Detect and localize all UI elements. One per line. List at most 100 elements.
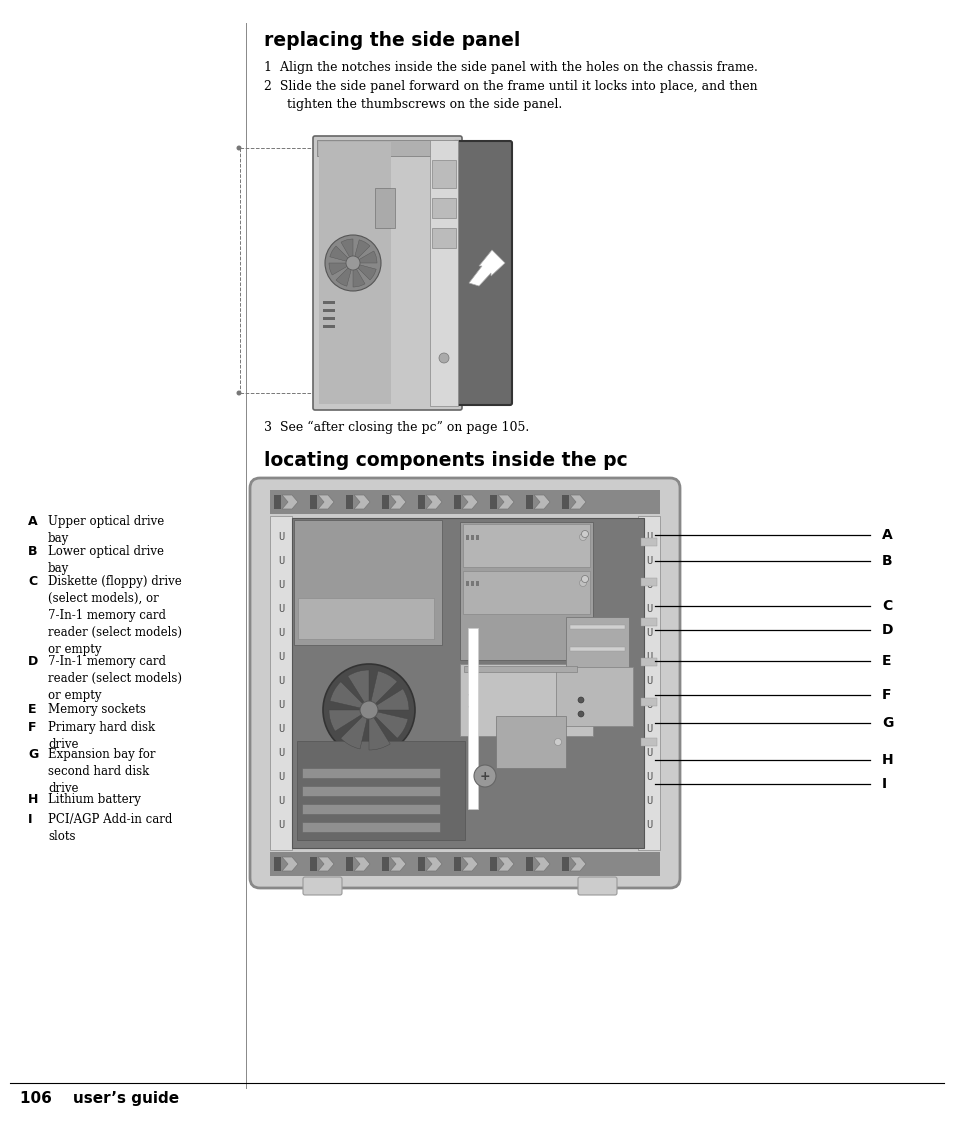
Wedge shape	[340, 710, 369, 749]
Bar	[525, 495, 533, 509]
Text: U: U	[645, 772, 652, 782]
Bar	[476, 581, 478, 586]
Text: U: U	[277, 772, 284, 782]
Text: 7-In-1 memory card
reader (select models)
or empty: 7-In-1 memory card reader (select models…	[48, 655, 182, 702]
Text: U: U	[645, 748, 652, 758]
Polygon shape	[461, 857, 477, 871]
Circle shape	[236, 391, 241, 395]
Bar	[565, 617, 628, 716]
Bar	[297, 599, 434, 639]
Wedge shape	[330, 246, 353, 263]
Text: U: U	[645, 604, 652, 614]
Text: +: +	[479, 769, 490, 783]
Text: v: v	[468, 692, 474, 702]
Text: Primary hard disk
drive: Primary hard disk drive	[48, 721, 155, 751]
Text: tighten the thumbscrews on the side panel.: tighten the thumbscrews on the side pane…	[274, 98, 561, 111]
Text: 2  Slide the side panel forward on the frame until it locks into place, and then: 2 Slide the side panel forward on the fr…	[264, 80, 757, 93]
Bar	[638, 515, 659, 850]
Polygon shape	[317, 495, 334, 509]
Text: U: U	[645, 628, 652, 638]
FancyBboxPatch shape	[313, 136, 461, 410]
Text: U: U	[645, 700, 652, 710]
Bar	[569, 626, 624, 629]
Text: U: U	[277, 820, 284, 830]
Bar	[302, 822, 439, 832]
Bar	[270, 490, 659, 514]
Bar	[432, 228, 456, 248]
Circle shape	[581, 575, 588, 583]
Bar	[496, 716, 565, 768]
Bar	[270, 515, 292, 850]
Bar	[274, 495, 281, 509]
Circle shape	[554, 739, 561, 746]
Polygon shape	[534, 495, 550, 509]
Bar	[316, 140, 457, 156]
Text: U: U	[645, 724, 652, 734]
Bar	[462, 570, 589, 614]
Wedge shape	[348, 670, 369, 710]
Text: E: E	[28, 703, 36, 716]
Wedge shape	[369, 672, 396, 710]
Text: 3  See “after closing the pc” on page 105.: 3 See “after closing the pc” on page 105…	[264, 421, 529, 435]
Polygon shape	[497, 857, 514, 871]
Circle shape	[474, 765, 496, 787]
Text: U: U	[277, 796, 284, 806]
Text: U: U	[277, 604, 284, 614]
Bar	[381, 857, 389, 871]
Bar	[323, 309, 335, 312]
Text: U: U	[277, 724, 284, 734]
Bar	[270, 852, 659, 876]
Text: A: A	[28, 515, 37, 528]
Polygon shape	[497, 495, 514, 509]
Wedge shape	[353, 263, 365, 287]
Text: U: U	[277, 652, 284, 661]
Text: Lithium battery: Lithium battery	[48, 793, 141, 806]
Bar	[462, 524, 589, 567]
Text: U: U	[645, 532, 652, 542]
Circle shape	[578, 533, 586, 540]
Bar	[459, 664, 593, 736]
Text: U: U	[277, 700, 284, 710]
Text: I: I	[882, 777, 886, 791]
Bar	[296, 741, 464, 840]
Text: U: U	[277, 676, 284, 686]
Polygon shape	[534, 857, 550, 871]
Wedge shape	[369, 710, 390, 750]
Bar	[465, 535, 469, 540]
Text: C: C	[28, 575, 37, 588]
Circle shape	[578, 579, 586, 586]
Bar	[417, 857, 424, 871]
Text: C: C	[882, 599, 891, 613]
Bar	[310, 857, 316, 871]
Circle shape	[438, 353, 449, 363]
FancyBboxPatch shape	[303, 877, 341, 895]
Wedge shape	[329, 263, 353, 275]
Text: U: U	[645, 676, 652, 686]
Bar	[463, 666, 577, 672]
Text: Diskette (floppy) drive
(select models), or
7-In-1 memory card
reader (select mo: Diskette (floppy) drive (select models),…	[48, 575, 182, 656]
Polygon shape	[426, 495, 441, 509]
Bar	[454, 857, 460, 871]
Bar	[323, 301, 335, 304]
Text: Upper optical drive
bay: Upper optical drive bay	[48, 515, 164, 545]
Bar	[476, 535, 478, 540]
Circle shape	[581, 530, 588, 538]
Text: I: I	[28, 813, 32, 827]
Text: 106    user’s guide: 106 user’s guide	[20, 1092, 179, 1106]
Bar	[310, 495, 316, 509]
Text: B: B	[28, 545, 37, 558]
Wedge shape	[369, 710, 408, 738]
Text: H: H	[28, 793, 38, 806]
Bar	[302, 786, 439, 796]
Polygon shape	[469, 250, 504, 286]
Bar	[561, 857, 568, 871]
Wedge shape	[335, 263, 353, 286]
Bar	[346, 857, 353, 871]
Bar	[640, 578, 657, 586]
Text: Expansion bay for
second hard disk
drive: Expansion bay for second hard disk drive	[48, 748, 155, 795]
Bar	[640, 699, 657, 706]
Wedge shape	[330, 682, 369, 710]
Bar	[490, 495, 497, 509]
Polygon shape	[569, 857, 585, 871]
Text: v: v	[468, 704, 474, 714]
